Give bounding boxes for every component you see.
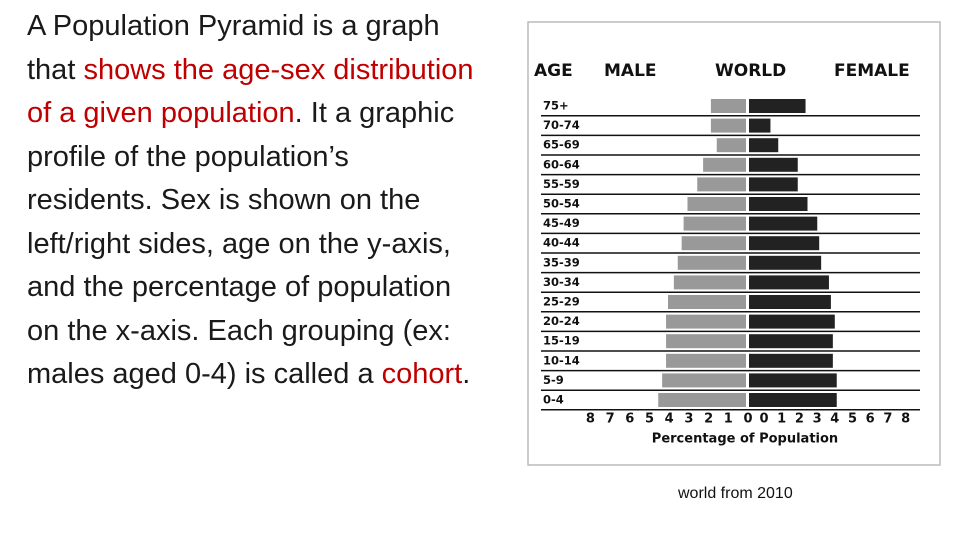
y-tick-label: 15-19	[543, 334, 580, 348]
x-tick-label: 6	[866, 412, 875, 427]
y-tick-label: 0-4	[543, 393, 564, 407]
female-bar	[749, 157, 798, 172]
female-bar	[749, 373, 837, 388]
chart-title: WORLD	[715, 61, 786, 81]
male-bar	[697, 177, 746, 192]
y-tick-label: 75+	[543, 99, 569, 113]
female-bar	[749, 295, 831, 309]
x-tick-label: 7	[883, 412, 892, 427]
female-bar	[749, 197, 808, 211]
text-run: .	[462, 358, 471, 390]
x-tick-label: 4	[665, 412, 674, 427]
x-tick-label: 5	[848, 412, 857, 427]
y-axis-label: AGE	[534, 61, 573, 81]
legend-label: FEMALE	[834, 61, 910, 81]
x-tick-label: 8	[901, 412, 910, 427]
female-bar	[749, 393, 837, 407]
y-tick-label: 5-9	[543, 373, 564, 387]
female-bar	[749, 275, 829, 290]
male-bar	[687, 197, 746, 211]
x-tick-label: 0	[743, 412, 752, 427]
x-tick-label: 3	[813, 412, 822, 427]
male-bar	[683, 216, 746, 231]
legend-label: MALE	[604, 61, 657, 81]
y-tick-label: 70-74	[543, 118, 580, 132]
male-bar	[673, 275, 746, 290]
female-bar	[749, 255, 822, 270]
male-bar	[710, 99, 746, 113]
female-bar	[749, 216, 818, 231]
x-axis-label: Percentage of Population	[652, 432, 838, 447]
male-bar	[662, 373, 746, 388]
female-bar	[749, 99, 806, 113]
male-bar	[677, 255, 746, 270]
male-bar	[658, 393, 746, 407]
female-bar	[749, 334, 833, 349]
male-bar	[703, 157, 746, 172]
text-run: . It a graphic profile of the population…	[27, 97, 455, 390]
male-bar	[666, 314, 746, 329]
text-run: shows the age-sex distribution of a give…	[27, 53, 474, 130]
y-tick-label: 55-59	[543, 177, 580, 191]
male-bar	[668, 295, 746, 309]
y-tick-label: 50-54	[543, 197, 580, 211]
x-tick-label: 8	[586, 412, 595, 427]
description: A Population Pyramid is a graph that sho…	[27, 5, 477, 397]
x-tick-label: 3	[684, 412, 693, 427]
text-run: cohort	[381, 358, 463, 390]
y-tick-label: 35-39	[543, 255, 580, 269]
y-tick-label: 45-49	[543, 216, 580, 230]
male-bar	[666, 353, 746, 368]
x-tick-label: 7	[606, 412, 615, 427]
x-tick-label: 2	[704, 412, 713, 427]
female-bar	[749, 314, 835, 329]
y-tick-label: 20-24	[543, 314, 580, 328]
y-tick-label: 25-29	[543, 295, 580, 309]
female-bar	[749, 177, 798, 192]
x-tick-label: 1	[777, 412, 786, 427]
female-bar	[749, 353, 833, 368]
y-tick-label: 40-44	[543, 236, 580, 250]
y-tick-label: 30-34	[543, 275, 580, 289]
x-tick-label: 6	[625, 412, 634, 427]
x-tick-label: 4	[830, 412, 839, 427]
y-tick-label: 60-64	[543, 157, 580, 171]
male-bar	[681, 236, 746, 251]
text-run: A Population Pyramid is a graph that	[27, 10, 440, 86]
female-bar	[749, 236, 820, 251]
caption: world from 2010	[678, 485, 793, 502]
x-tick-label: 2	[795, 412, 804, 427]
x-tick-label: 5	[645, 412, 654, 427]
x-tick-label: 0	[759, 412, 768, 427]
x-tick-label: 1	[724, 412, 733, 427]
female-bar	[749, 118, 771, 133]
male-bar	[666, 334, 746, 349]
y-tick-label: 65-69	[543, 138, 580, 152]
male-bar	[710, 118, 746, 133]
male-bar	[716, 138, 746, 153]
female-bar	[749, 138, 779, 153]
y-tick-label: 10-14	[543, 353, 580, 367]
